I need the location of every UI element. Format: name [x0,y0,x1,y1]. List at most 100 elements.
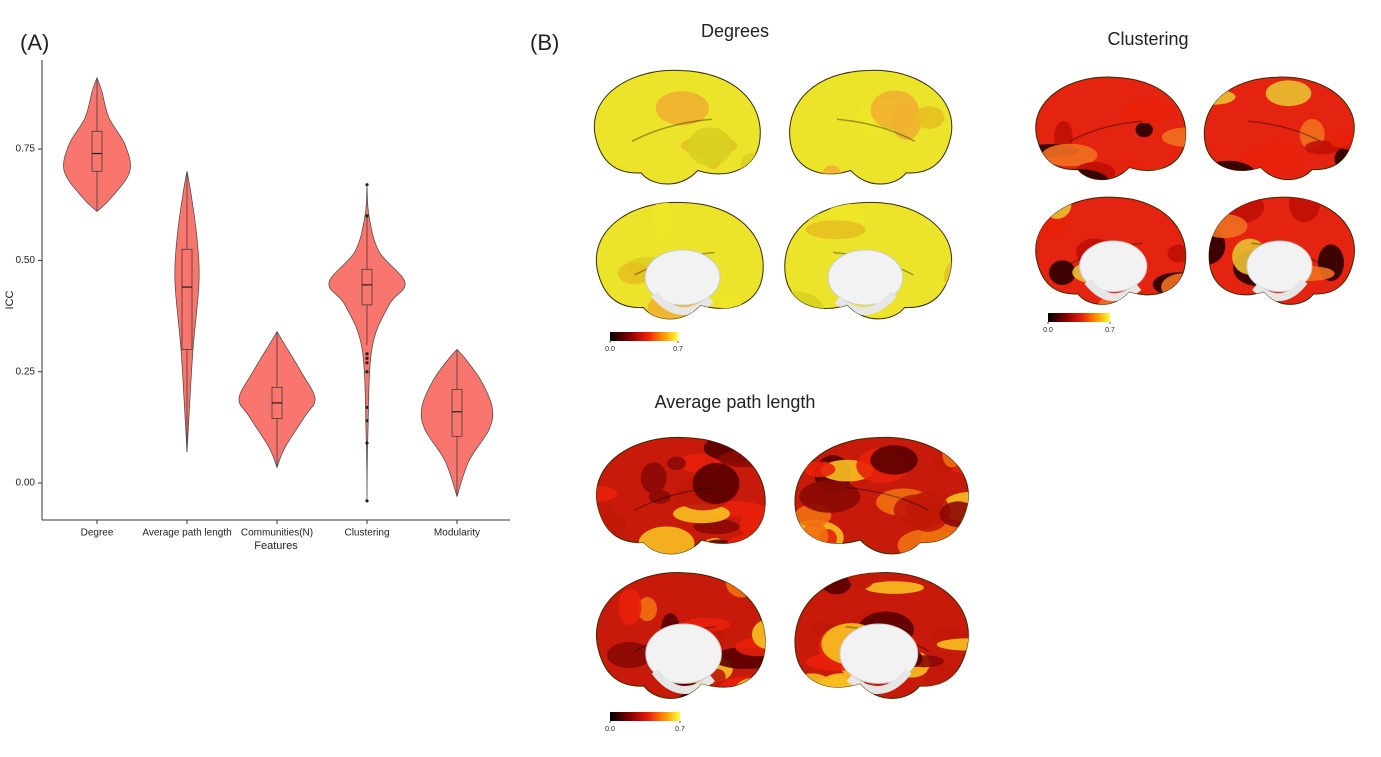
brain-patch [1262,142,1296,175]
brain [794,436,969,555]
brain-patch [1220,295,1271,305]
outlier [365,356,369,360]
sulcus [1069,120,1143,142]
brain-patch [1167,244,1186,263]
panel-label: (B) [530,30,559,55]
brain-surface [593,69,761,185]
brain-patch [727,533,766,554]
brain-patch [692,463,740,504]
x-tick-label: Clustering [344,528,389,539]
outlier [365,361,369,365]
colorbar [610,332,678,341]
brainstem [1252,278,1308,302]
brain-patches [617,202,743,319]
colorbar-label: 0.0 [1043,327,1053,334]
brain [789,69,953,185]
brain-patches [822,90,945,185]
brain [1208,196,1355,305]
outlier [365,499,369,503]
medial-wall [645,623,722,684]
medial-wall [827,249,904,306]
brain-patch [596,485,618,502]
y-axis-title: ICC [4,290,16,309]
y-tick-label: 0.75 [16,144,36,155]
brain-patch [696,539,741,554]
box [451,389,463,437]
brainstem [1084,278,1142,302]
colorbar [610,712,680,721]
y-tick-label: 0.50 [16,255,36,266]
brain-patch [673,504,731,524]
brain-patch [751,547,766,554]
x-tick-label: Degree [81,528,114,539]
brain-patch [596,437,629,455]
brain-patch [725,572,757,598]
map-title: Degrees [701,21,769,41]
brain-patch [799,480,861,513]
colorbar [1048,313,1110,322]
brain-patch [752,619,766,649]
brain-patch [687,127,733,166]
brain-patch [1135,122,1153,138]
brain-patch [640,462,667,494]
brain [1203,76,1355,181]
medial-wall [1246,240,1313,293]
brain-patch [655,91,709,126]
panel-label: (A) [20,30,49,55]
brain-patch [1209,197,1229,207]
colorbar-label: 0.0 [605,346,615,353]
sulcus [845,486,930,511]
outlier [365,405,369,409]
brain-patch [846,572,878,590]
brain [595,201,764,320]
outlier [365,183,369,187]
medial-wall [1079,240,1148,293]
brain-patch [1161,127,1186,147]
brain-patch [718,689,739,699]
brain-patch [803,461,836,478]
brain-patch [1161,273,1186,302]
box [91,130,103,172]
outlier [365,214,369,218]
brain-patch [820,572,852,595]
brain-patch [633,696,652,699]
brain-patch [1035,197,1048,203]
brain-patch [667,456,686,471]
brain-patch [936,638,969,651]
brain-patch [1043,197,1072,219]
sulcus [631,118,712,142]
brain-patch [718,450,766,468]
brain-patch [1204,89,1236,105]
sulcus [1247,120,1321,142]
brain-patch [731,678,766,699]
x-tick-label: Average path length [142,528,231,539]
colorbar-label: 0.7 [1105,327,1115,334]
brain-patch [596,513,627,539]
brain-patch [870,90,919,130]
brain-patch [594,171,604,185]
outlier [365,441,369,445]
brain-patch [959,543,969,554]
brain-patch [794,673,831,697]
y-tick-label: 0.25 [16,366,36,377]
outlier [365,370,369,374]
outlier [365,419,369,423]
map-title: Average path length [655,392,816,412]
brain [794,572,969,699]
x-tick-label: Communities(N) [241,528,313,539]
brain-patch [1035,202,1066,241]
brain-patch [687,685,747,699]
colorbar-label: 0.0 [605,726,615,733]
sulcus [836,118,916,142]
brain-patch [735,637,766,657]
brain-patch [784,208,820,221]
brain-patch [607,641,652,669]
brain-patch [1041,143,1098,167]
brain-patch [1049,169,1111,180]
brain-patch [1265,80,1312,107]
brain-patch [805,220,866,240]
brain [1035,76,1187,181]
brain-patch [864,581,924,594]
brain [1035,196,1187,305]
